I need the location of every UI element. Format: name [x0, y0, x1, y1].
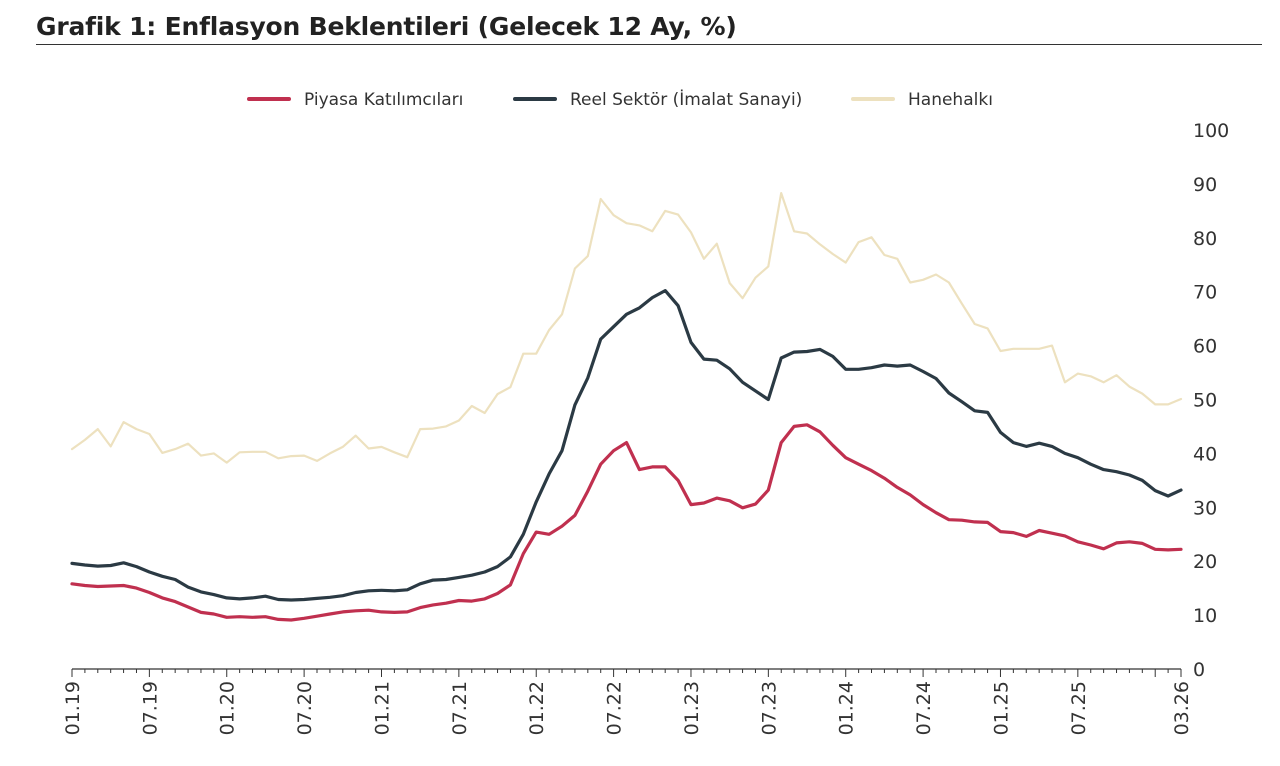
- x-tick-label: 07.24: [913, 681, 935, 735]
- y-axis: 0 10 20 30 40 50 60 70 80 90 100: [1193, 120, 1229, 681]
- y-tick-label: 100: [1193, 120, 1229, 142]
- series-layer: [70, 192, 1183, 622]
- legend-label: Hanehalkı: [908, 90, 993, 110]
- x-tick-label: 01.21: [371, 681, 393, 735]
- legend-label: Piyasa Katılımcıları: [304, 90, 463, 110]
- x-tick-label: 01.23: [681, 681, 703, 735]
- y-tick-label: 90: [1193, 174, 1217, 196]
- y-tick-label: 50: [1193, 390, 1217, 412]
- y-tick-label: 30: [1193, 497, 1217, 519]
- legend-item: Reel Sektör (İmalat Sanayi): [513, 89, 802, 110]
- x-tick-label: 07.25: [1068, 681, 1090, 735]
- x-tick-label: 01.25: [990, 681, 1012, 735]
- legend-item: Hanehalkı: [851, 90, 993, 110]
- series-line-1: [70, 289, 1183, 602]
- y-tick-label: 80: [1193, 228, 1217, 250]
- chart-title: Grafik 1: Enflasyon Beklentileri (Gelece…: [36, 12, 737, 41]
- y-tick-label: 20: [1193, 551, 1217, 573]
- x-tick-label: 03.26: [1171, 681, 1193, 735]
- y-tick-label: 60: [1193, 336, 1217, 358]
- y-tick-label: 70: [1193, 282, 1217, 304]
- x-tick-label: 01.19: [62, 681, 84, 735]
- x-axis: 01.19 07.19 01.20 07.20 01.21 07.21 01.22 07.22…: [62, 668, 1193, 735]
- x-tick-label: 07.21: [449, 681, 471, 735]
- x-tick-label: 07.22: [604, 681, 626, 735]
- x-tick-label: 07.23: [758, 681, 780, 735]
- series-line-0: [70, 423, 1183, 622]
- x-tick-label: 01.20: [217, 681, 239, 735]
- title-divider: [36, 44, 1262, 45]
- legend-label: Reel Sektör (İmalat Sanayi): [570, 89, 802, 110]
- legend-item: Piyasa Katılımcıları: [247, 90, 463, 110]
- series-line-2: [70, 192, 1183, 464]
- x-tick-label: 01.24: [836, 681, 858, 735]
- legend: Piyasa Katılımcıları Reel Sektör (İmalat …: [247, 89, 993, 110]
- y-tick-label: 40: [1193, 443, 1217, 465]
- y-tick-label: 10: [1193, 605, 1217, 627]
- y-tick-label: 0: [1193, 659, 1205, 681]
- x-tick-label: 07.20: [294, 681, 316, 735]
- x-tick-label: 01.22: [526, 681, 548, 735]
- x-tick-label: 07.19: [139, 681, 161, 735]
